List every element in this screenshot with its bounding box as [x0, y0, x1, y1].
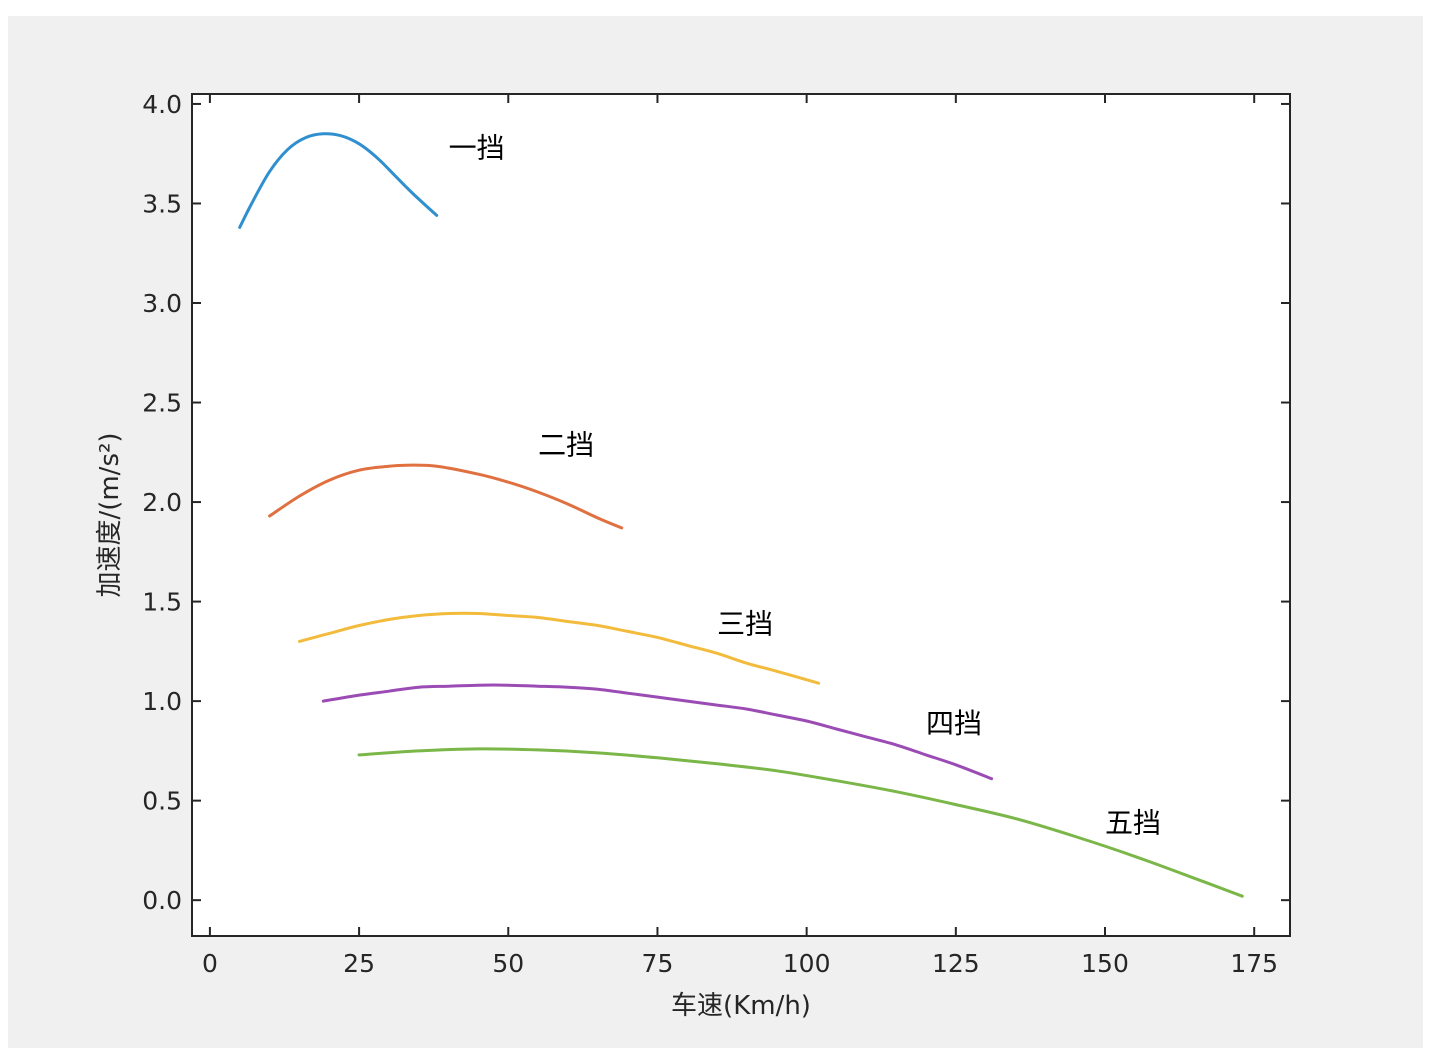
plot-area	[191, 93, 1291, 937]
series-line-gear-3	[297, 611, 821, 685]
series-line-gear-4	[321, 683, 994, 781]
gear-label-2: 二挡	[538, 428, 594, 461]
x-tick-label: 75	[642, 949, 674, 978]
gear-label-3: 三挡	[717, 607, 773, 640]
y-tick-label: 4.0	[142, 90, 182, 119]
acceleration-chart: 0 25 50 75 100 125 150 175 0.0 0.5 1.0 1.5 2.0 2.5 3.0…	[95, 90, 1291, 1021]
gear-label-1: 一挡	[449, 132, 505, 165]
y-axis-label: 加速度/(m/s²)	[95, 432, 125, 597]
y-tick-label: 3.0	[142, 289, 182, 318]
series-line-gear-1	[238, 132, 439, 229]
series-lines	[238, 132, 1244, 898]
y-tick-label: 0.0	[142, 886, 182, 915]
x-tick-label: 125	[932, 949, 980, 978]
y-tick-label: 2.0	[142, 488, 182, 517]
x-axis-label: 车速(Km/h)	[671, 991, 811, 1021]
series-line-gear-5	[357, 747, 1244, 898]
series-line-gear-2	[268, 463, 624, 530]
x-tick-label: 0	[202, 949, 218, 978]
y-tick-label: 0.5	[142, 787, 182, 816]
y-tick-label: 1.0	[142, 687, 182, 716]
gear-label-4: 四挡	[926, 707, 982, 740]
x-tick-label: 50	[492, 949, 524, 978]
y-tick-label: 2.5	[142, 389, 182, 418]
gear-label-5: 五挡	[1105, 806, 1161, 839]
x-tick-label: 150	[1081, 949, 1129, 978]
x-tick-label: 100	[783, 949, 831, 978]
x-tick-label: 25	[343, 949, 375, 978]
y-tick-label: 3.5	[142, 189, 182, 218]
x-tick-label: 175	[1230, 949, 1278, 978]
axis-ticks: 0 25 50 75 100 125 150 175 0.0 0.5 1.0 1.5 2.0 2.5 3.0…	[142, 90, 1290, 978]
y-tick-label: 1.5	[142, 588, 182, 617]
figure-background: 0 25 50 75 100 125 150 175 0.0 0.5 1.0 1.5 2.0 2.5 3.0…	[8, 16, 1423, 1048]
